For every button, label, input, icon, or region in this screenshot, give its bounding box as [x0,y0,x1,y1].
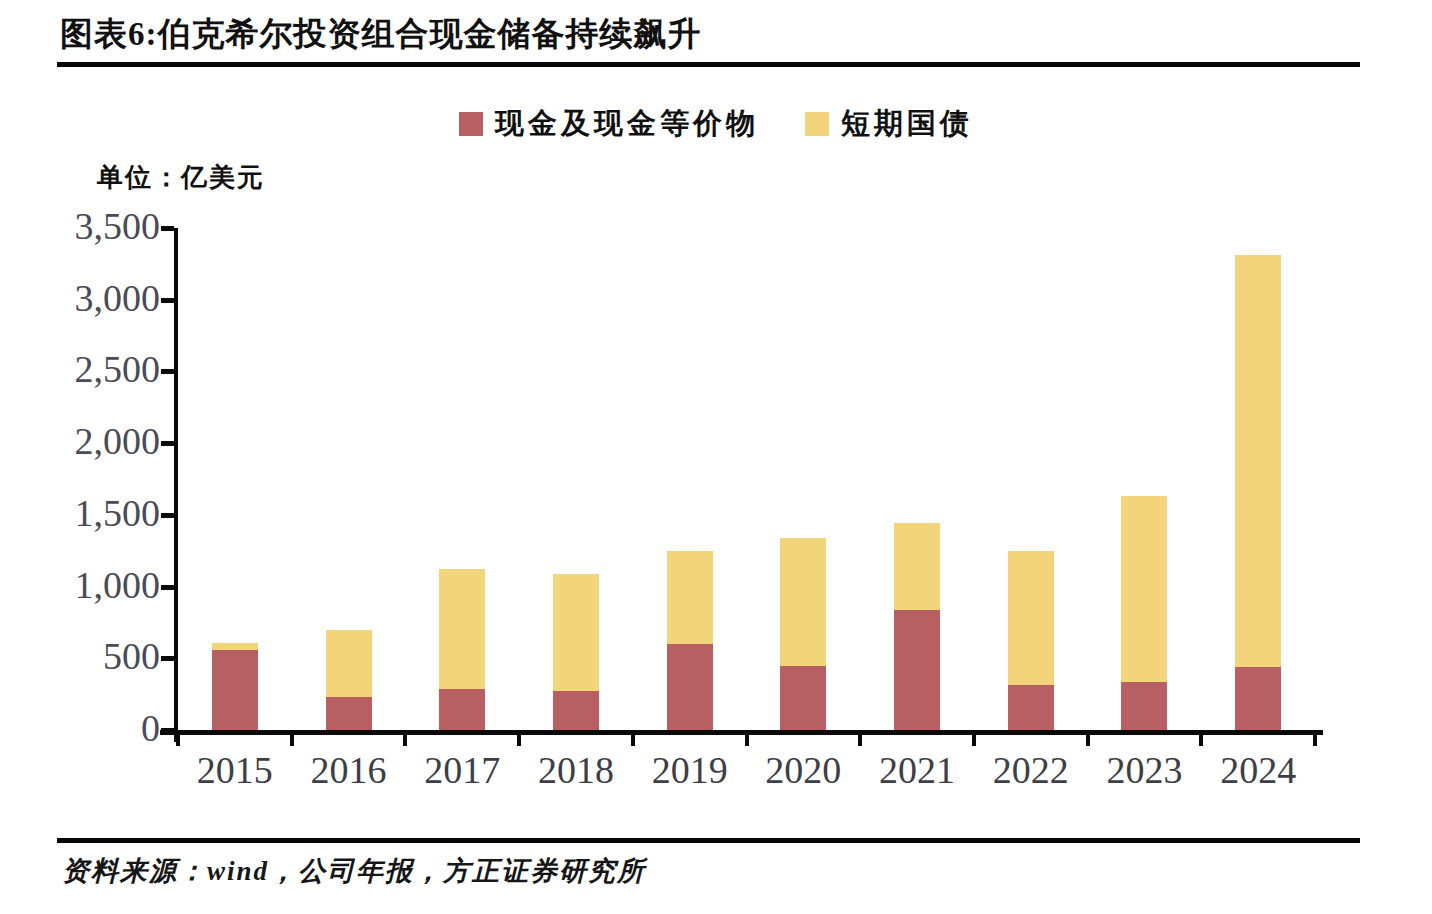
legend-swatch-cash-icon [459,112,483,136]
bar-segment-tbills-2022 [1008,551,1054,684]
x-axis-label: 2024 [1201,748,1315,792]
x-axis-label: 2018 [519,748,633,792]
y-axis-tick [161,585,174,590]
bar-segment-cash-2021 [894,610,940,730]
source-note: 资料来源：wind，公司年报，方正证券研究所 [62,853,646,889]
y-axis-labels: 0 500 1,000 1,500 2,000 2,500 3,000 3,500 [28,0,160,914]
x-axis-label: 2022 [974,748,1088,792]
x-axis-tick [631,733,635,746]
bar-segment-cash-2017 [439,689,485,730]
bar-segment-cash-2022 [1008,685,1054,730]
bar-segment-tbills-2021 [894,523,940,609]
x-axis-tick [1086,733,1090,746]
legend-label-cash: 现金及现金等价物 [495,104,759,144]
x-axis-tick [1313,733,1317,746]
y-axis-label: 3,500 [28,204,160,248]
x-axis-label: 2015 [178,748,292,792]
bar-segment-tbills-2023 [1121,496,1167,682]
legend-item-tbills: 短期国债 [805,104,973,144]
bar-segment-cash-2015 [212,650,258,730]
y-axis-tick [161,226,174,231]
legend-label-tbills: 短期国债 [841,104,973,144]
x-axis-tick [972,733,976,746]
y-axis-label: 1,000 [28,563,160,607]
x-axis-tick [176,733,180,746]
bottom-divider [57,838,1360,843]
x-axis-line [160,730,1323,735]
x-axis-label: 2023 [1088,748,1202,792]
bar-segment-tbills-2020 [780,538,826,666]
bar-segment-tbills-2015 [212,643,258,650]
bar-segment-cash-2016 [326,697,372,730]
x-axis-label: 2016 [292,748,406,792]
bar-segment-cash-2018 [553,691,599,730]
y-axis-tick [161,298,174,303]
bar-segment-tbills-2024 [1235,255,1281,667]
bar-segment-tbills-2016 [326,630,372,697]
y-axis-tick [161,728,174,733]
x-axis-tick [1199,733,1203,746]
x-axis-tick [858,733,862,746]
y-axis-label: 0 [28,706,160,750]
y-axis-label: 2,000 [28,419,160,463]
bar-segment-cash-2023 [1121,682,1167,730]
y-axis-tick [161,369,174,374]
bar-segment-cash-2020 [780,666,826,730]
y-axis-tick [161,513,174,518]
x-axis-label: 2019 [633,748,747,792]
y-axis-label: 3,000 [28,276,160,320]
y-axis-tick [161,441,174,446]
bar-chart-plot-area: 2015201620172018201920202021202220232024 [178,228,1315,730]
top-divider [57,62,1360,67]
x-axis-tick [290,733,294,746]
bar-segment-tbills-2017 [439,569,485,689]
x-axis-tick [403,733,407,746]
x-axis-tick [745,733,749,746]
x-axis-tick [517,733,521,746]
legend-swatch-tbills-icon [805,112,829,136]
report-chart-page: 图表6:伯克希尔投资组合现金储备持续飙升 现金及现金等价物 短期国债 单位：亿美… [0,0,1432,914]
bar-segment-cash-2019 [667,644,713,730]
chart-legend: 现金及现金等价物 短期国债 [0,104,1432,144]
y-axis-label: 500 [28,634,160,678]
x-axis-label: 2020 [747,748,861,792]
bar-segment-cash-2024 [1235,667,1281,730]
y-axis-label: 1,500 [28,491,160,535]
bar-segment-tbills-2018 [553,574,599,691]
x-axis-label: 2021 [860,748,974,792]
y-axis-tick [161,656,174,661]
y-axis-line [174,228,178,742]
bar-segment-tbills-2019 [667,551,713,644]
legend-item-cash: 现金及现金等价物 [459,104,759,144]
x-axis-label: 2017 [405,748,519,792]
y-axis-label: 2,500 [28,347,160,391]
